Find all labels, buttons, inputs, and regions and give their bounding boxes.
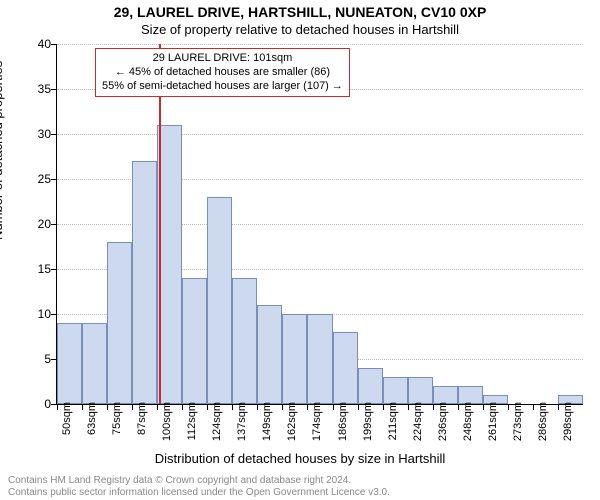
gridline: [57, 44, 583, 45]
annotation-line: ← 45% of detached houses are smaller (86…: [102, 66, 343, 80]
y-tick: [51, 179, 57, 180]
y-axis-label: Number of detached properties: [0, 61, 5, 240]
y-tick-label: 10: [27, 307, 51, 321]
x-tick: [358, 404, 359, 410]
x-tick: [408, 404, 409, 410]
histogram-bar: [132, 161, 157, 404]
y-tick: [51, 89, 57, 90]
y-tick-label: 5: [27, 352, 51, 366]
x-tick-label: 87sqm: [136, 402, 148, 435]
x-tick: [307, 404, 308, 410]
x-tick-label: 236sqm: [437, 402, 449, 441]
page-title: 29, LAUREL DRIVE, HARTSHILL, NUNEATON, C…: [0, 4, 600, 20]
page-subtitle: Size of property relative to detached ho…: [0, 22, 600, 37]
x-tick: [107, 404, 108, 410]
x-tick-label: 174sqm: [311, 402, 323, 441]
y-tick-label: 20: [27, 217, 51, 231]
histogram-bar: [282, 314, 307, 404]
x-tick-label: 162sqm: [286, 402, 298, 441]
histogram-bar: [408, 377, 433, 404]
y-tick-label: 0: [27, 397, 51, 411]
x-tick-label: 286sqm: [537, 402, 549, 441]
x-tick: [483, 404, 484, 410]
histogram-plot: 051015202530354050sqm63sqm75sqm87sqm100s…: [56, 44, 583, 405]
histogram-bar: [82, 323, 107, 404]
histogram-bar: [307, 314, 332, 404]
x-tick-label: 149sqm: [261, 402, 273, 441]
annotation-line: 55% of semi-detached houses are larger (…: [102, 80, 343, 94]
x-tick: [533, 404, 534, 410]
y-tick: [51, 269, 57, 270]
footer-copyright-2: Contains public sector information licen…: [8, 487, 390, 498]
histogram-bar: [358, 368, 383, 404]
histogram-bar: [257, 305, 282, 404]
histogram-bar: [333, 332, 358, 404]
x-tick-label: 273sqm: [512, 402, 524, 441]
x-tick: [282, 404, 283, 410]
x-tick-label: 298sqm: [562, 402, 574, 441]
y-tick: [51, 44, 57, 45]
x-tick: [558, 404, 559, 410]
x-tick-label: 100sqm: [161, 402, 173, 441]
histogram-bar: [107, 242, 132, 404]
x-tick-label: 75sqm: [111, 402, 123, 435]
y-tick: [51, 314, 57, 315]
x-tick: [132, 404, 133, 410]
histogram-bar: [182, 278, 207, 404]
histogram-bar: [232, 278, 257, 404]
x-tick-label: 261sqm: [487, 402, 499, 441]
x-tick-label: 224sqm: [412, 402, 424, 441]
histogram-bar: [207, 197, 232, 404]
y-tick-label: 40: [27, 37, 51, 51]
x-tick-label: 137sqm: [236, 402, 248, 441]
x-tick: [57, 404, 58, 410]
x-tick: [157, 404, 158, 410]
x-axis-label: Distribution of detached houses by size …: [0, 451, 600, 466]
x-tick: [383, 404, 384, 410]
x-tick-label: 112sqm: [186, 402, 198, 440]
x-tick: [182, 404, 183, 410]
y-tick-label: 15: [27, 262, 51, 276]
histogram-bar: [383, 377, 408, 404]
x-tick-label: 186sqm: [337, 402, 349, 441]
annotation-line: 29 LAUREL DRIVE: 101sqm: [102, 52, 343, 66]
x-tick-label: 199sqm: [362, 402, 374, 441]
x-tick-label: 50sqm: [61, 402, 73, 435]
x-tick-label: 211sqm: [387, 402, 399, 440]
y-tick-label: 25: [27, 172, 51, 186]
y-tick: [51, 134, 57, 135]
y-tick-label: 35: [27, 82, 51, 96]
reference-line: [159, 44, 161, 404]
x-tick: [232, 404, 233, 410]
gridline: [57, 134, 583, 135]
x-tick: [433, 404, 434, 410]
x-tick: [508, 404, 509, 410]
y-tick-label: 30: [27, 127, 51, 141]
annotation-box: 29 LAUREL DRIVE: 101sqm← 45% of detached…: [95, 48, 350, 97]
x-tick: [458, 404, 459, 410]
x-tick: [207, 404, 208, 410]
x-tick-label: 63sqm: [86, 402, 98, 435]
x-tick: [82, 404, 83, 410]
x-tick-label: 248sqm: [462, 402, 474, 441]
x-tick: [257, 404, 258, 410]
y-tick: [51, 224, 57, 225]
histogram-bar: [57, 323, 82, 404]
x-tick: [333, 404, 334, 410]
x-tick-label: 124sqm: [211, 402, 223, 441]
footer-copyright-1: Contains HM Land Registry data © Crown c…: [8, 475, 351, 486]
